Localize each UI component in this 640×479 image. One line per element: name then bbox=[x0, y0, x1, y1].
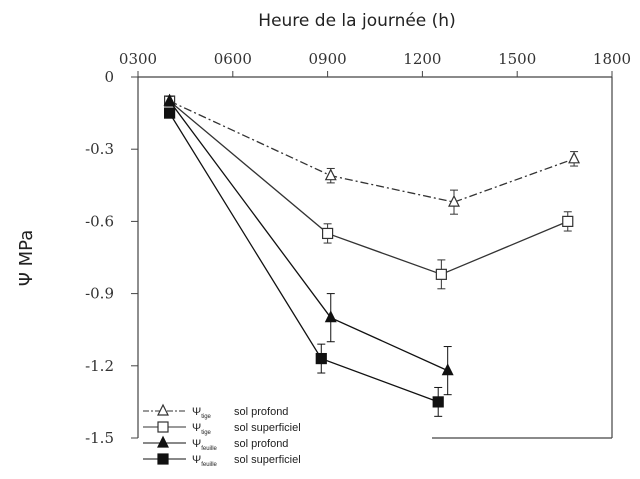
legend-symbol: Ψ bbox=[192, 454, 201, 466]
data-point bbox=[568, 151, 581, 164]
legend-symbol: Ψ bbox=[192, 438, 201, 450]
legend-text: sol superficiel bbox=[234, 454, 301, 466]
y-tick-label: 0 bbox=[104, 68, 114, 86]
x-tick-label: 0600 bbox=[214, 50, 252, 68]
x-axis-title: Heure de la journée (h) bbox=[258, 11, 455, 31]
data-point bbox=[432, 396, 444, 408]
data-point bbox=[448, 194, 460, 207]
series-layer bbox=[163, 93, 581, 417]
x-tick-label: 0900 bbox=[309, 50, 347, 68]
legend-symbol: Ψ bbox=[192, 406, 201, 418]
series-feuille-superficiel bbox=[164, 107, 444, 417]
y-tick-label: -0.6 bbox=[85, 212, 114, 230]
y-tick-label: -1.2 bbox=[85, 357, 114, 375]
legend-text: sol superficiel bbox=[234, 422, 301, 434]
legend-marker bbox=[157, 435, 169, 448]
y-tick-label: -0.3 bbox=[85, 140, 114, 158]
data-point bbox=[435, 268, 447, 280]
legend-subscript: tige bbox=[201, 430, 211, 436]
legend-item-feuille-superficiel: Ψfeuille sol superficiel bbox=[143, 453, 301, 468]
data-point bbox=[322, 227, 334, 240]
legend-text: sol profond bbox=[234, 406, 288, 418]
legend-symbol: Ψ bbox=[192, 422, 201, 434]
data-point bbox=[562, 215, 574, 227]
legend-label: Ψtige sol superficiel bbox=[192, 422, 301, 436]
legend-item-tige-superficiel: Ψtige sol superficiel bbox=[143, 421, 301, 436]
legend-marker bbox=[157, 403, 169, 416]
plot-frame bbox=[137, 76, 613, 439]
y-tick-label: -1.5 bbox=[85, 429, 114, 447]
data-point bbox=[164, 107, 176, 119]
legend-label: Ψfeuille sol profond bbox=[192, 438, 288, 452]
series-line-tige-profond bbox=[169, 100, 575, 203]
x-axis-ticks: 0300 0600 0900 1200 1500 1800 bbox=[119, 50, 631, 77]
x-tick-label: 1800 bbox=[593, 50, 631, 68]
legend-marker bbox=[157, 453, 169, 465]
legend-subscript: feuille bbox=[201, 462, 217, 468]
y-tick-label: -0.9 bbox=[85, 285, 114, 303]
series-tige-profond bbox=[163, 93, 581, 215]
data-point bbox=[324, 168, 337, 181]
y-axis-ticks: 0 -0.3 -0.6 -0.9 -1.2 -1.5 bbox=[85, 68, 138, 447]
data-point bbox=[441, 363, 454, 376]
series-line-feuille-profond bbox=[169, 100, 448, 372]
legend-marker bbox=[157, 421, 169, 433]
legend-subscript: tige bbox=[201, 414, 211, 420]
x-tick-label: 0300 bbox=[119, 50, 157, 68]
series-feuille-profond bbox=[163, 93, 454, 396]
legend-item-feuille-profond: Ψfeuille sol profond bbox=[143, 435, 288, 452]
x-tick-label: 1500 bbox=[498, 50, 536, 68]
y-axis-title: Ψ MPa bbox=[16, 230, 37, 287]
series-tige-superficiel bbox=[164, 95, 574, 290]
legend-text: sol profond bbox=[234, 438, 288, 450]
legend-item-tige-profond: Ψtige sol profond bbox=[143, 403, 288, 420]
data-point bbox=[315, 352, 327, 365]
series-line-feuille-superficiel bbox=[169, 112, 439, 403]
data-point bbox=[324, 310, 337, 323]
legend-label: Ψfeuille sol superficiel bbox=[192, 454, 301, 468]
x-tick-label: 1200 bbox=[403, 50, 441, 68]
legend-label: Ψtige sol profond bbox=[192, 406, 288, 420]
legend-subscript: feuille bbox=[201, 446, 217, 452]
series-line-tige-superficiel bbox=[169, 100, 569, 276]
data-point bbox=[163, 93, 176, 106]
